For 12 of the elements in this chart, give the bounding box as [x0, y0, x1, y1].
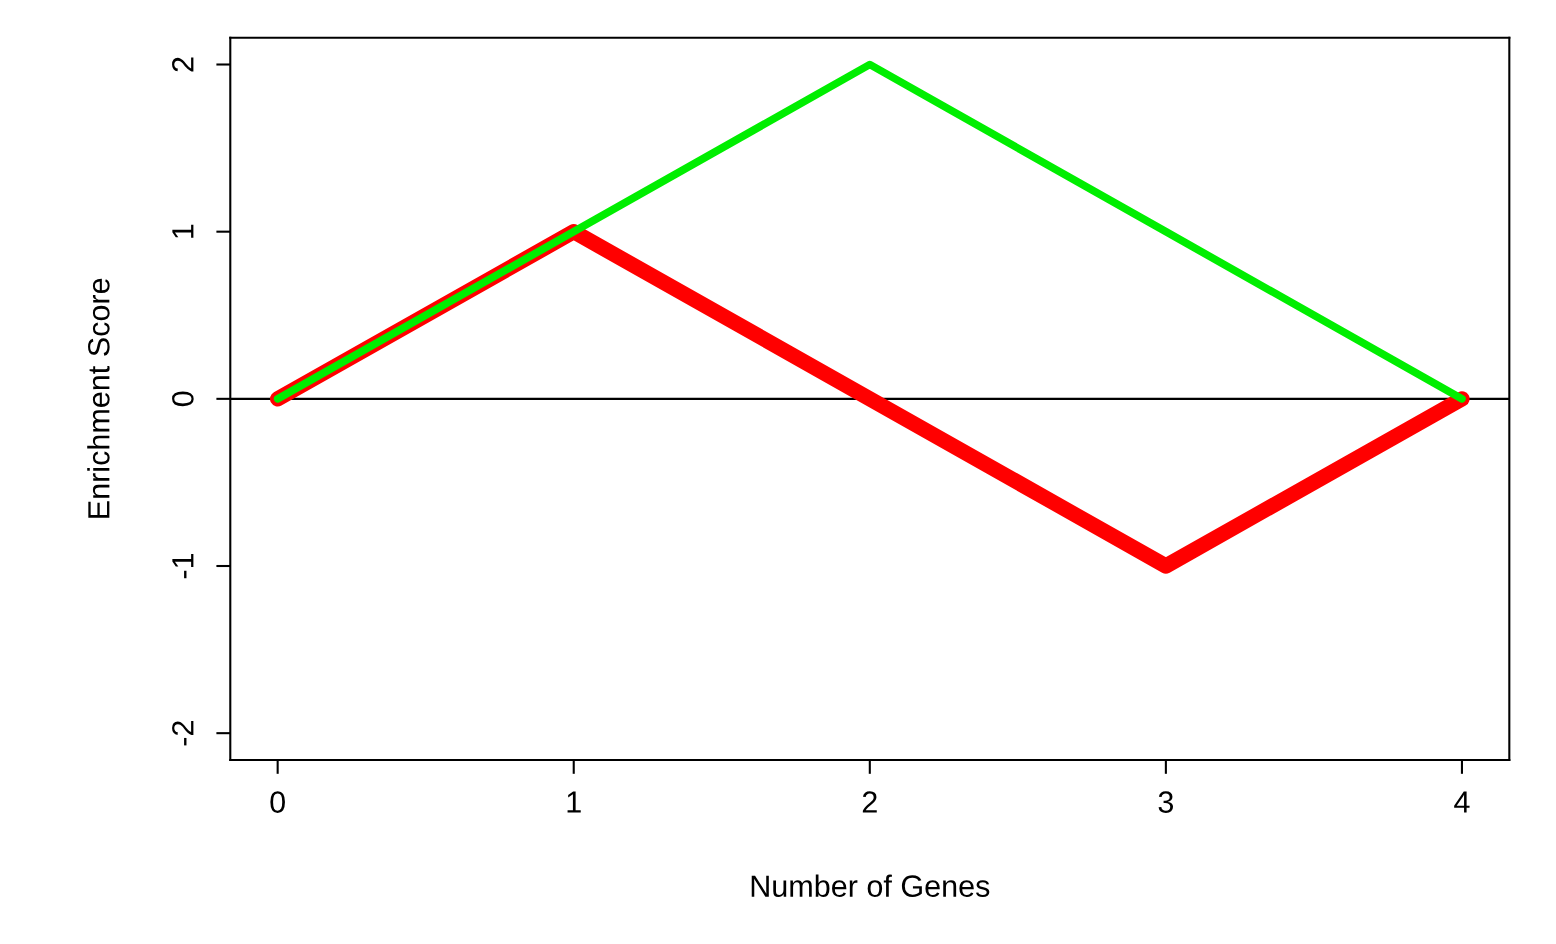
- x-tick-label: 0: [270, 791, 285, 813]
- y-tick-label: 1: [172, 224, 194, 238]
- x-axis-title: Number of Genes: [751, 874, 990, 897]
- y-tick-label: -2: [172, 721, 194, 746]
- x-tick-label: 3: [1158, 791, 1174, 813]
- x-tick-label: 1: [567, 791, 581, 813]
- y-tick-label: 2: [172, 57, 194, 72]
- y-tick-label: 0: [172, 391, 194, 407]
- x-tick-label: 4: [1454, 791, 1470, 813]
- y-tick-label: -1: [172, 553, 194, 579]
- y-axis-title: Enrichment Score: [87, 278, 110, 518]
- x-tick-label: 2: [862, 791, 877, 813]
